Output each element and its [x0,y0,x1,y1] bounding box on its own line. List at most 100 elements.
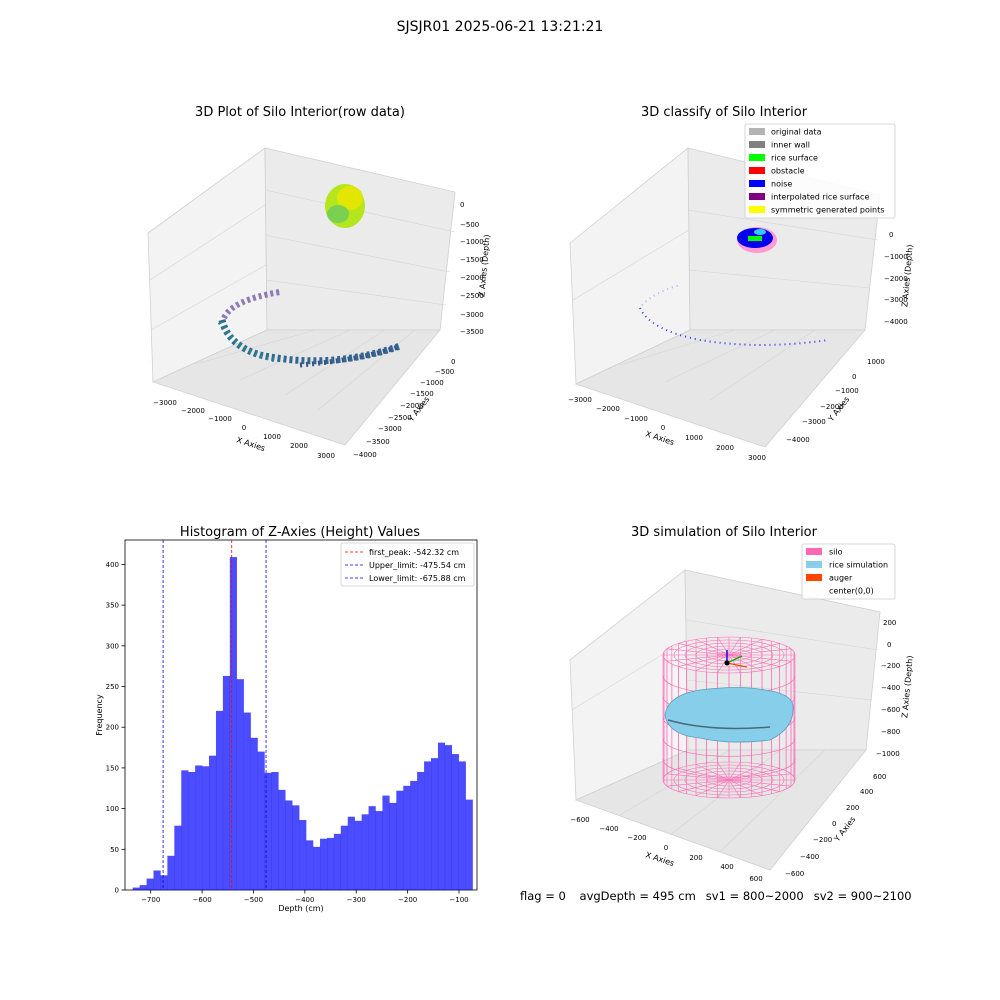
classify-legend-label: symmetric generated points [771,206,884,215]
silo-spoke [728,654,763,671]
simulation-z-ticks: 200 0 −200 −400 −600 −800 −1000 [876,619,900,758]
classify-legend-label: noise [771,180,792,189]
histogram-bar [458,761,466,890]
histogram-bar [202,766,210,890]
raw-ztick: −1000 [460,238,484,246]
raw-ytick: −4000 [353,451,377,459]
raw-x-ticks: −3000 −2000 −1000 0 1000 2000 3000 [153,399,335,460]
silo-spoke [728,637,741,656]
classify-ytick: −2000 [820,403,844,411]
classify-legend-label: inner wall [771,141,810,150]
simulation-xtick: 600 [749,875,762,883]
classify-legend-swatch [749,128,765,135]
histogram-bar [160,875,168,890]
auger-marker [724,650,748,668]
histogram-bar [320,838,328,890]
silo-spoke [695,779,730,796]
raw-panel-title: 3D Plot of Silo Interior(row data) [195,105,405,120]
classify-panel-title: 3D classify of Silo Interior [641,105,808,120]
simulation-y-ticks: 600 400 200 0 −200 −400 −600 [785,773,886,878]
histogram-y-ticks: 0 50 100 150 200 250 300 350 400 [106,561,125,895]
histogram-bar [174,825,182,890]
histogram-vlines [162,540,267,890]
panel-raw-data[interactable]: 3D Plot of Silo Interior(row data) −3000 [147,105,492,460]
raw-ztick: −3500 [460,328,484,336]
silo-ring [662,759,796,778]
histogram-x-label: Depth (cm) [278,904,323,913]
histogram-ytick-label: 350 [106,602,119,610]
raw-ytick: −3500 [366,438,390,446]
histogram-ytick-label: 300 [106,642,119,650]
silo-spoke [728,779,792,787]
histogram-bar [257,751,265,890]
simulation-panel-title: 3D simulation of Silo Interior [631,525,818,540]
avg-depth-text: avgDepth = 495 cm [579,889,696,903]
classify-legend: original data inner wall rice surface obsta… [744,123,896,219]
simulation-x-ticks: −600 −400 −200 0 200 400 600 [570,816,762,883]
raw-xtick: −2000 [181,407,205,415]
raw-xtick: −3000 [153,399,177,407]
histogram-bar [236,679,244,890]
histogram-bar [382,795,390,890]
classify-ztick: −3000 [884,296,908,304]
histogram-bar [306,840,314,890]
silo-spoke [728,654,792,662]
simulation-ztick: −600 [881,706,900,714]
classify-ytick: −3000 [802,418,826,426]
silo-spoke [666,654,730,662]
classify-xtick: −1000 [624,415,648,423]
classify-xtick: 3000 [748,454,766,462]
simulation-ztick: −1000 [876,750,900,758]
flag-text: flag = 0 [520,889,566,903]
histogram-bar [465,799,473,890]
classify-y-ticks: 1000 0 −1000 −2000 −3000 −4000 [786,358,885,444]
histogram-bar [444,745,453,890]
histogram-ytick-label: 100 [106,805,119,813]
histogram-bar [361,814,369,890]
histogram-bar [146,878,154,890]
histogram-bar [410,780,418,890]
panel-simulation[interactable]: 3D simulation of Silo Interior [569,525,915,883]
histogram-bar [368,806,376,890]
raw-xtick: 3000 [317,452,335,460]
raw-ytick: −2000 [400,402,424,410]
simulation-xtick: 200 [689,854,702,862]
histogram-ytick-label: 50 [110,846,119,854]
histogram-bar [326,837,335,890]
raw-ytick: −1000 [420,379,444,387]
classify-ytick: 1000 [867,358,885,366]
histogram-ytick-label: 0 [115,887,119,895]
simulation-x-label: X Axies [644,850,675,868]
histogram-bar [264,772,272,890]
silo-spoke [678,779,730,792]
histogram-bar [333,833,342,890]
simulation-ytick: −400 [800,853,819,861]
simulation-ytick: 400 [860,788,873,796]
classify-legend-swatch [749,180,765,187]
histogram-bar [271,771,279,890]
histogram-bar [278,789,286,890]
simulation-legend-swatch [806,574,822,581]
histogram-ytick-label: 400 [106,561,119,569]
classify-ytick: −1000 [835,387,859,395]
histogram-x-ticks: −700 −600 −500 −400 −300 −200 −100 [141,890,469,904]
panel-classify[interactable]: 3D classify of Silo Interior original da… [568,105,915,462]
histogram-legend-label: first_peak: -542.32 cm [369,548,459,557]
histogram-bar [375,811,383,890]
histogram-bar [188,771,196,890]
classify-legend-label: obstacle [771,167,805,176]
histogram-bar [215,710,224,890]
raw-ztick: 0 [460,201,464,209]
simulation-legend-label: silo [829,548,843,557]
silo-spoke [678,643,730,656]
simulation-ytick: −600 [785,870,804,878]
histogram-xtick-label: −600 [192,896,211,904]
panel-histogram[interactable]: Histogram of Z-Axies (Height) Values −70… [95,525,478,913]
classify-xtick: −3000 [568,396,592,404]
raw-ytick: 0 [451,358,455,366]
raw-ytick: −2500 [388,414,412,422]
simulation-legend-label: center(0,0) [829,587,874,596]
histogram-xtick-label: −400 [295,896,314,904]
silo-spoke [728,779,780,792]
